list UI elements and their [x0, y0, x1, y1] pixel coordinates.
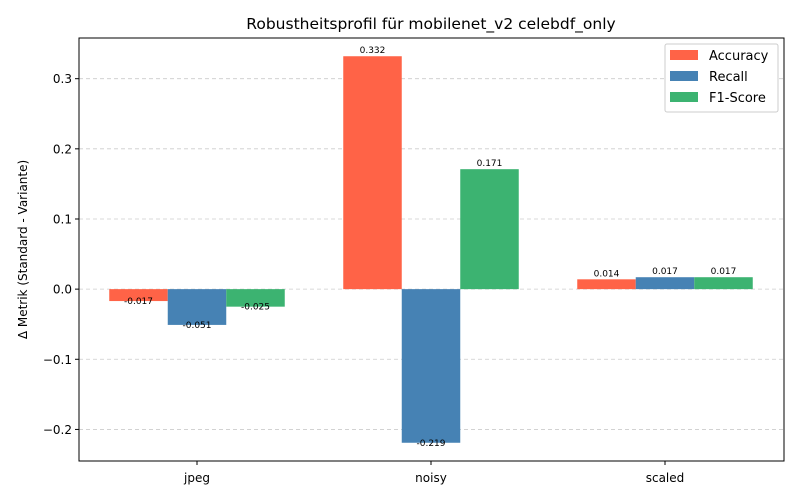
y-tick-label: 0.3: [53, 72, 72, 86]
bar-accuracy-scaled: [577, 279, 636, 290]
bar-value-labels: -0.017 -0.051 -0.025 0.332 -0.219 0.171 0.014 0…: [124, 46, 736, 449]
bar-value-label: 0.171: [477, 159, 503, 169]
bar-value-label: 0.014: [594, 269, 620, 279]
bar-recall-noisy: [401, 289, 461, 443]
bar-recall-jpeg: [167, 289, 227, 325]
bar-value-label: 0.017: [652, 267, 678, 277]
legend-swatch-accuracy: [670, 50, 698, 60]
bar-value-label: -0.025: [241, 303, 270, 313]
y-tick-label: −0.2: [43, 423, 72, 437]
legend-label-f1-score: F1-Score: [709, 91, 766, 106]
bar-accuracy-jpeg: [109, 289, 168, 302]
bar-f1-score-jpeg: [226, 289, 285, 307]
x-tick-label: scaled: [646, 471, 685, 485]
bar-f1-score-scaled: [694, 277, 753, 290]
y-axis-ticks: −0.2 −0.1 0.0 0.1 0.2 0.3: [43, 72, 79, 437]
y-tick-label: 0.1: [53, 212, 72, 226]
legend-label-recall: Recall: [709, 70, 748, 85]
bars-group: [109, 56, 753, 443]
bar-value-label: -0.051: [182, 321, 211, 331]
legend-swatch-recall: [670, 71, 698, 81]
bar-value-label: 0.332: [360, 46, 386, 56]
chart-title: Robustheitsprofil für mobilenet_v2 celeb…: [246, 15, 615, 34]
bar-value-label: 0.017: [711, 267, 737, 277]
legend-label-accuracy: Accuracy: [709, 49, 769, 64]
bar-f1-score-noisy: [460, 169, 519, 290]
y-tick-label: 0.0: [53, 283, 72, 297]
x-tick-label: jpeg: [183, 471, 210, 485]
y-tick-label: 0.2: [53, 142, 72, 156]
x-axis-ticks: jpeg noisy scaled: [183, 461, 684, 485]
legend-swatch-f1-score: [670, 92, 698, 102]
y-axis-label: Δ Metrik (Standard - Variante): [16, 160, 30, 339]
bar-recall-scaled: [635, 277, 695, 290]
bar-value-label: -0.219: [416, 439, 445, 449]
bar-accuracy-noisy: [343, 56, 402, 290]
legend: Accuracy Recall F1-Score: [664, 43, 779, 113]
bar-value-label: -0.017: [124, 297, 153, 307]
x-tick-label: noisy: [415, 471, 447, 485]
y-tick-label: −0.1: [43, 353, 72, 367]
